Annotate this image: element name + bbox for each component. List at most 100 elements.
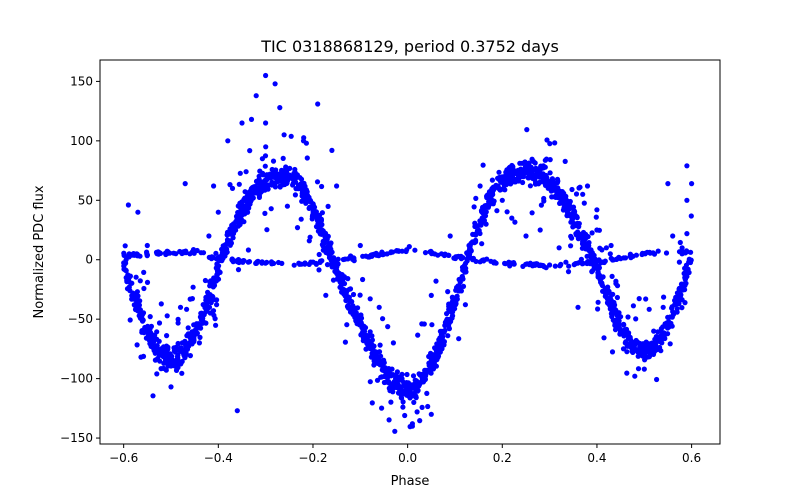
- data-point: [445, 289, 451, 295]
- data-point: [670, 233, 676, 239]
- data-point: [149, 334, 155, 340]
- data-point: [154, 371, 160, 377]
- data-point: [216, 269, 222, 275]
- data-point: [404, 380, 410, 386]
- data-point: [148, 323, 154, 329]
- data-point: [367, 296, 373, 302]
- data-point: [662, 321, 668, 327]
- data-point: [549, 176, 556, 182]
- data-point: [425, 403, 431, 410]
- data-point: [616, 310, 622, 316]
- data-point: [220, 243, 226, 249]
- data-point: [541, 195, 547, 202]
- data-point: [624, 370, 630, 376]
- data-point: [586, 243, 592, 249]
- data-point: [279, 170, 285, 176]
- data-point: [187, 251, 193, 257]
- data-point: [404, 384, 411, 390]
- data-point: [395, 248, 402, 254]
- data-point: [594, 207, 600, 213]
- x-tick-label: 0.6: [682, 451, 701, 465]
- data-point: [506, 168, 512, 174]
- data-point: [214, 297, 220, 303]
- data-point: [213, 265, 219, 271]
- data-point: [121, 250, 127, 256]
- data-point: [630, 341, 636, 347]
- data-point: [595, 258, 601, 264]
- data-point: [477, 183, 483, 189]
- data-point: [424, 390, 430, 396]
- data-point: [676, 259, 683, 265]
- data-point: [330, 277, 337, 283]
- data-point: [158, 301, 164, 307]
- data-point: [319, 222, 325, 228]
- data-point: [262, 210, 268, 216]
- data-point: [241, 208, 248, 214]
- data-point: [357, 242, 363, 249]
- data-point: [641, 366, 647, 372]
- data-point: [399, 371, 405, 377]
- data-point: [573, 191, 580, 197]
- data-point: [643, 339, 649, 345]
- data-point: [170, 362, 176, 368]
- data-point: [185, 341, 191, 347]
- data-point: [503, 174, 510, 180]
- data-point: [380, 316, 386, 322]
- data-point: [211, 183, 217, 189]
- data-point: [566, 263, 572, 269]
- data-point: [445, 333, 451, 339]
- data-point: [348, 253, 354, 259]
- x-axis-label: Phase: [391, 474, 430, 489]
- data-point: [283, 170, 290, 176]
- data-point: [446, 252, 452, 258]
- data-point: [552, 140, 558, 146]
- data-point: [367, 379, 373, 385]
- data-point: [302, 261, 308, 267]
- x-tick-label: −0.2: [298, 451, 327, 465]
- data-point: [489, 177, 495, 183]
- data-point: [303, 140, 309, 146]
- data-point: [643, 296, 649, 302]
- data-point: [337, 279, 343, 285]
- data-point: [249, 184, 256, 191]
- data-point: [245, 259, 251, 265]
- data-point: [460, 255, 466, 261]
- data-point: [547, 170, 553, 176]
- data-point: [412, 247, 418, 253]
- data-point: [316, 251, 322, 258]
- data-point: [593, 214, 599, 220]
- data-point: [191, 250, 197, 256]
- data-point: [465, 255, 471, 262]
- data-point: [621, 255, 627, 261]
- data-point: [390, 340, 396, 346]
- data-point: [499, 197, 505, 203]
- data-point: [473, 195, 479, 201]
- data-point: [584, 183, 591, 189]
- data-point: [607, 251, 613, 257]
- data-point: [532, 160, 538, 166]
- data-point: [243, 169, 249, 175]
- data-point: [301, 135, 307, 141]
- data-point: [173, 364, 180, 370]
- data-point: [367, 329, 373, 335]
- data-point: [233, 219, 239, 225]
- data-point: [376, 349, 383, 355]
- data-point: [344, 322, 350, 328]
- data-point: [608, 242, 614, 249]
- data-point: [144, 279, 151, 285]
- data-point: [423, 367, 429, 373]
- data-point: [552, 263, 558, 269]
- data-point: [310, 201, 316, 207]
- data-point: [343, 288, 349, 294]
- data-point: [473, 258, 479, 264]
- data-point: [595, 270, 601, 276]
- data-point: [539, 262, 545, 268]
- data-point: [311, 208, 317, 214]
- data-point: [256, 173, 262, 179]
- data-point: [313, 261, 319, 267]
- data-point: [164, 333, 170, 339]
- data-point: [388, 399, 394, 405]
- data-point: [571, 208, 577, 214]
- data-point: [224, 232, 230, 238]
